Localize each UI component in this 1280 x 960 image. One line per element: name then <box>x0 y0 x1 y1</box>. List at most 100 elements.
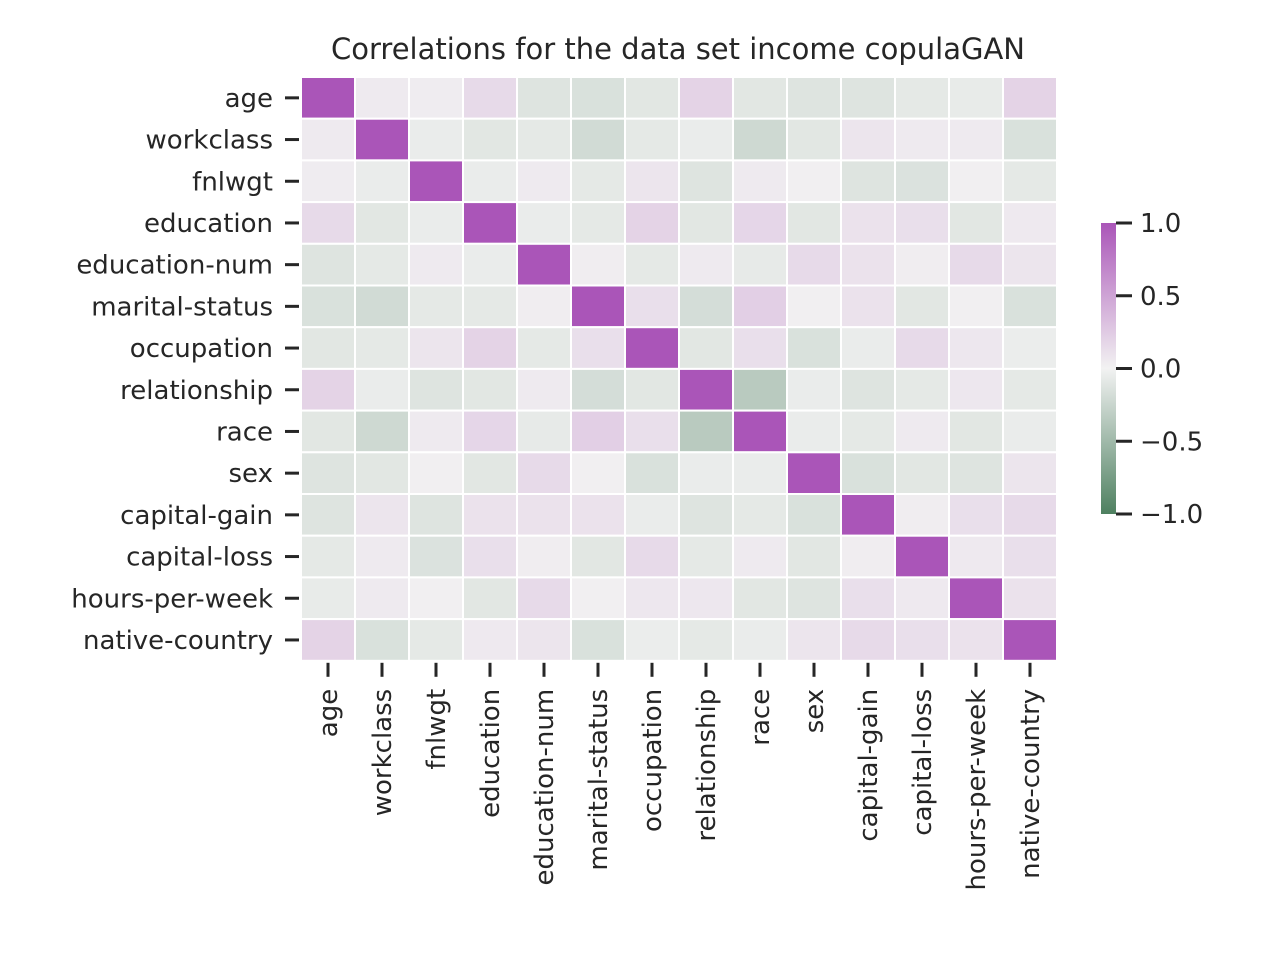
heatmap-cell <box>732 409 788 454</box>
heatmap-cell <box>354 367 410 412</box>
heatmap-cell <box>408 367 464 412</box>
heatmap-cell <box>1002 367 1058 412</box>
heatmap-cell <box>786 117 842 162</box>
colorbar-tick-label: −1.0 <box>1140 500 1203 530</box>
heatmap-cell <box>894 76 950 120</box>
heatmap-cell <box>300 451 356 495</box>
heatmap-cell <box>516 326 572 370</box>
heatmap-cell <box>786 618 842 662</box>
heatmap-cell <box>516 576 572 621</box>
heatmap-cell <box>1002 534 1058 579</box>
heatmap-cell <box>408 242 464 287</box>
colorbar-ticks: 1.0 0.5 0.0 −0.5 −1.0 <box>1116 209 1203 530</box>
heatmap-cell <box>948 576 1004 621</box>
x-tick-label: age <box>314 689 344 737</box>
x-tick-label: capital-gain <box>854 689 884 842</box>
heatmap-cell <box>1002 76 1058 120</box>
heatmap-cell <box>1002 159 1058 204</box>
heatmap-cell <box>300 284 356 329</box>
heatmap-cell <box>570 284 626 329</box>
x-tick-label: relationship <box>692 689 722 842</box>
heatmap-cell <box>570 367 626 412</box>
heatmap-cell <box>462 326 518 370</box>
x-tick-label: marital-status <box>584 689 614 871</box>
y-tick-label: native-country <box>83 626 273 656</box>
heatmap-cell <box>732 326 788 370</box>
heatmap-cell <box>624 451 680 495</box>
heatmap-cell <box>300 242 356 287</box>
heatmap-cell <box>354 201 410 245</box>
heatmap-cell <box>948 409 1004 454</box>
heatmap-cell <box>948 201 1004 245</box>
heatmap-cell <box>786 409 842 454</box>
heatmap-cell <box>408 284 464 329</box>
heatmap-cell <box>354 159 410 204</box>
heatmap-cell <box>840 159 896 204</box>
heatmap-cell <box>840 117 896 162</box>
heatmap-cell <box>840 284 896 329</box>
heatmap-cell <box>354 242 410 287</box>
heatmap-cell <box>786 284 842 329</box>
heatmap-cell <box>786 201 842 245</box>
heatmap-cell <box>732 159 788 204</box>
heatmap-cell <box>354 326 410 370</box>
heatmap-cell <box>462 576 518 621</box>
heatmap-cell <box>1002 451 1058 495</box>
heatmap-cell <box>840 618 896 662</box>
heatmap-cell <box>786 242 842 287</box>
heatmap-cell <box>354 534 410 579</box>
heatmap-cell <box>678 534 734 579</box>
heatmap-cell <box>624 76 680 120</box>
heatmap-cell <box>732 201 788 245</box>
heatmap-cell <box>624 493 680 537</box>
heatmap-cell <box>732 576 788 621</box>
heatmap-cell <box>408 117 464 162</box>
x-tick-label: capital-loss <box>908 689 938 836</box>
heatmap-cells <box>300 76 1058 662</box>
heatmap-cell <box>570 76 626 120</box>
heatmap-cell <box>624 159 680 204</box>
y-tick-label: education-num <box>76 251 273 281</box>
heatmap-cell <box>894 159 950 204</box>
heatmap-cell <box>840 451 896 495</box>
colorbar-tick-label: 1.0 <box>1140 209 1181 239</box>
heatmap-cell <box>786 326 842 370</box>
colorbar-gradient <box>1101 223 1116 514</box>
y-tick-label: race <box>216 417 273 447</box>
heatmap-cell <box>624 618 680 662</box>
heatmap-cell <box>516 242 572 287</box>
heatmap-cell <box>678 576 734 621</box>
y-axis-ticks: age workclass fnlwgt education education-num… <box>71 84 299 656</box>
heatmap-cell <box>678 618 734 662</box>
heatmap-cell <box>1002 576 1058 621</box>
heatmap-cell <box>786 159 842 204</box>
heatmap-cell <box>894 451 950 495</box>
heatmap-cell <box>516 451 572 495</box>
heatmap-cell <box>408 534 464 579</box>
x-tick-label: hours-per-week <box>962 689 992 891</box>
heatmap-cell <box>1002 409 1058 454</box>
heatmap-cell <box>678 409 734 454</box>
heatmap-cell <box>786 451 842 495</box>
heatmap-cell <box>732 493 788 537</box>
heatmap-cell <box>462 284 518 329</box>
heatmap-cell <box>462 534 518 579</box>
heatmap-cell <box>1002 284 1058 329</box>
heatmap-cell <box>300 493 356 537</box>
heatmap-cell <box>678 201 734 245</box>
heatmap-cell <box>408 618 464 662</box>
heatmap-cell <box>948 76 1004 120</box>
heatmap-cell <box>732 76 788 120</box>
heatmap-cell <box>1002 618 1058 662</box>
heatmap-cell <box>516 493 572 537</box>
heatmap-cell <box>840 367 896 412</box>
heatmap-cell <box>786 367 842 412</box>
heatmap-cell <box>570 409 626 454</box>
heatmap-cell <box>516 201 572 245</box>
heatmap-cell <box>570 534 626 579</box>
heatmap-cell <box>462 76 518 120</box>
colorbar-tick-label: 0.5 <box>1140 282 1181 312</box>
y-tick-label: occupation <box>130 334 273 364</box>
heatmap-cell <box>300 367 356 412</box>
